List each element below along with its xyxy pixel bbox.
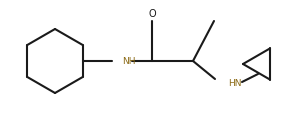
Text: O: O — [148, 9, 156, 19]
Text: HN: HN — [228, 78, 241, 87]
Text: NH: NH — [122, 57, 135, 66]
